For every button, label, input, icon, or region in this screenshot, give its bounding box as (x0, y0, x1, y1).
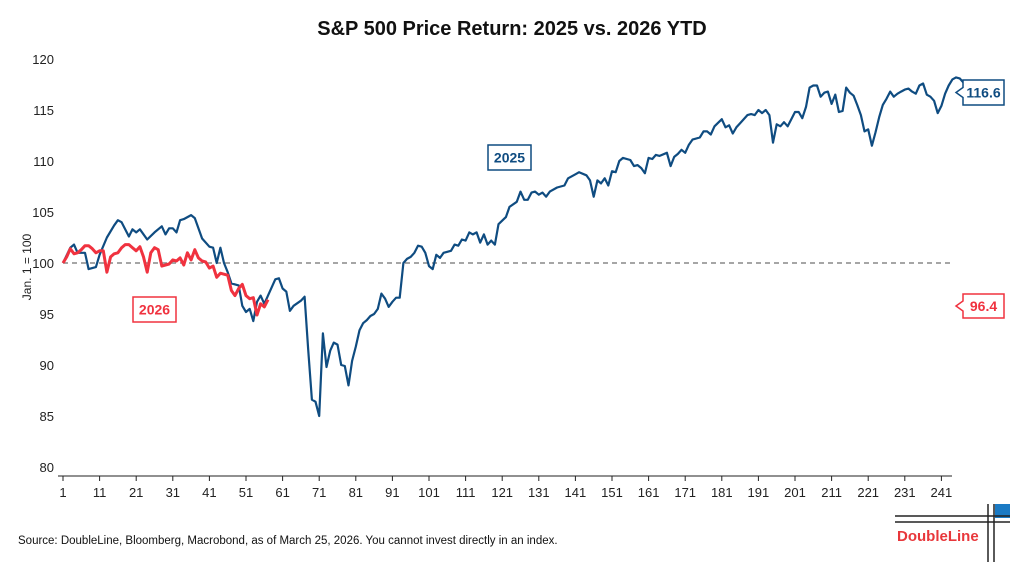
end-value-2025: 116.6 (966, 85, 1000, 101)
y-axis-label: Jan. 1 = 100 (20, 233, 34, 300)
x-tick-label: 231 (894, 485, 916, 500)
y-tick-label: 115 (33, 103, 54, 118)
x-tick-label: 31 (166, 485, 180, 500)
x-tick-label: 121 (491, 485, 513, 500)
end-value-2026: 96.4 (970, 298, 997, 314)
end-value-2026-box (954, 293, 1005, 319)
x-tick-label: 111 (456, 485, 476, 500)
y-tick-label: 110 (33, 154, 54, 169)
x-tick-label: 191 (748, 485, 770, 500)
x-tick-label: 131 (528, 485, 550, 500)
x-tick-label: 181 (711, 485, 733, 500)
y-tick-label: 95 (40, 307, 54, 322)
x-tick-label: 161 (638, 485, 660, 500)
x-tick-label: 201 (784, 485, 806, 500)
doubleline-logo-text: DoubleLine (897, 528, 979, 545)
x-tick-label: 1 (59, 485, 66, 500)
x-tick-label: 241 (931, 485, 953, 500)
x-tick-label: 91 (385, 485, 399, 500)
y-tick-label: 105 (32, 205, 54, 220)
x-tick-label: 81 (349, 485, 363, 500)
x-tick-label: 21 (129, 485, 143, 500)
source-note: Source: DoubleLine, Bloomberg, Macrobond… (18, 535, 558, 547)
y-tick-label: 90 (40, 358, 54, 373)
x-tick-label: 151 (601, 485, 623, 500)
doubleline-logo-mark (895, 504, 1010, 562)
chart-title: S&P 500 Price Return: 2025 vs. 2026 YTD (317, 18, 707, 40)
x-tick-label: 101 (418, 485, 440, 500)
series-name-2025: 2025 (494, 150, 525, 166)
x-tick-label: 221 (857, 485, 879, 500)
x-tick-label: 211 (821, 485, 842, 500)
series-line-2026 (61, 243, 270, 317)
y-tick-label: 80 (40, 460, 54, 475)
series-name-2026-box (132, 296, 177, 323)
x-tick-label: 41 (202, 485, 216, 500)
series-name-2025-box (487, 144, 532, 171)
series-name-2026: 2026 (139, 302, 170, 318)
x-tick-label: 71 (312, 485, 326, 500)
y-tick-label: 120 (32, 52, 54, 67)
x-tick-label: 11 (93, 485, 107, 500)
y-tick-label: 85 (40, 409, 54, 424)
x-tick-label: 51 (239, 485, 253, 500)
series-line-2025 (62, 76, 972, 418)
end-value-2025-box (954, 79, 1005, 106)
x-tick-label: 61 (275, 485, 289, 500)
x-tick-label: 171 (674, 485, 696, 500)
y-tick-label: 100 (32, 256, 54, 271)
x-tick-label: 141 (565, 485, 587, 500)
